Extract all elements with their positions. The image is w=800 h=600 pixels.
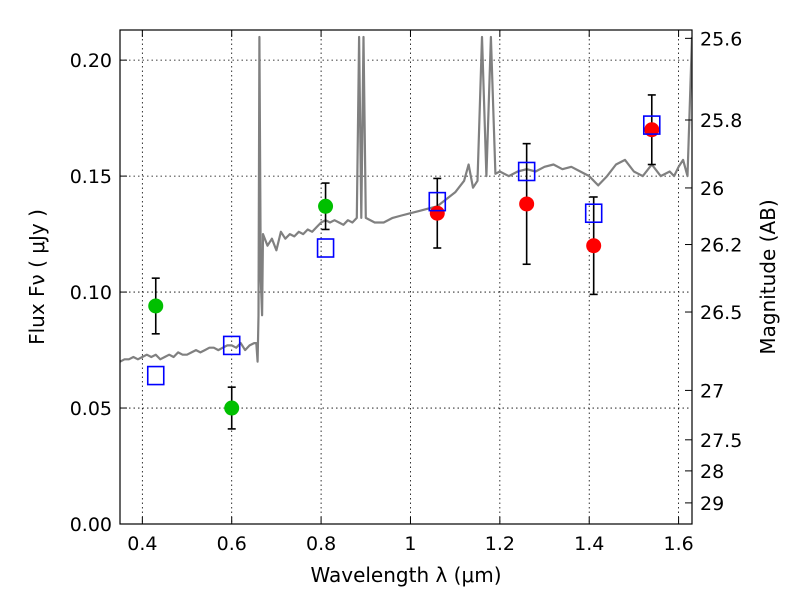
photometry-point bbox=[318, 198, 334, 214]
plot-frame bbox=[119, 29, 693, 525]
y-tick-label: 0.05 bbox=[70, 398, 112, 420]
model-flux-square bbox=[584, 203, 603, 224]
model-flux-square bbox=[222, 335, 241, 356]
y2-tick-label: 26.2 bbox=[700, 235, 742, 257]
y2-tick-label: 26.5 bbox=[700, 302, 742, 324]
x-axis-label: Wavelength λ (μm) bbox=[310, 563, 501, 587]
y2-tick-label: 27.5 bbox=[700, 430, 742, 452]
grid bbox=[120, 30, 692, 524]
model-flux-square bbox=[316, 238, 335, 258]
photometry-point bbox=[148, 298, 164, 314]
y-tick-label: 0.00 bbox=[70, 514, 112, 536]
x-tick-label: 1.6 bbox=[663, 533, 693, 555]
y2-axis-label: Magnitude (AB) bbox=[756, 199, 780, 354]
x-tick-label: 1 bbox=[404, 533, 416, 555]
y-tick-label: 0.15 bbox=[70, 166, 112, 188]
x-tick-label: 1.4 bbox=[574, 533, 604, 555]
y-tick-label: 0.10 bbox=[70, 282, 112, 304]
points-layer bbox=[146, 94, 661, 430]
photometry-point bbox=[429, 205, 445, 221]
series-layer bbox=[120, 35, 692, 363]
model-flux-square bbox=[642, 115, 661, 135]
model-flux-square bbox=[428, 191, 447, 212]
y2-tick-label: 28 bbox=[700, 461, 724, 483]
y2-tick-label: 26 bbox=[700, 178, 724, 200]
y2-tick-label: 29 bbox=[700, 493, 724, 515]
y2-tick-label: 25.6 bbox=[700, 28, 742, 50]
photometry-point bbox=[644, 122, 660, 138]
photometry-point bbox=[519, 196, 535, 212]
model-flux-square bbox=[146, 365, 165, 386]
photometry-point bbox=[224, 400, 240, 416]
plot-background bbox=[120, 30, 692, 524]
y2-tick-label: 27 bbox=[700, 380, 724, 402]
x-tick-label: 0.4 bbox=[127, 533, 157, 555]
model-flux-square bbox=[517, 161, 536, 182]
photometry-point bbox=[586, 238, 602, 254]
x-tick-label: 1.2 bbox=[485, 533, 515, 555]
x-tick-label: 0.6 bbox=[217, 533, 247, 555]
ticks: 0.4 0.6 0.8 1 1.2 1.4 1.6 0.00 0.05 0.10 0.15 0.20 2… bbox=[70, 28, 743, 555]
y2-tick-label: 25.8 bbox=[700, 110, 742, 132]
template-spectrum-line bbox=[120, 35, 692, 363]
y-axis-label: Flux Fν ( μJy ) bbox=[25, 209, 49, 345]
y-tick-label: 0.20 bbox=[70, 50, 112, 72]
x-tick-label: 0.8 bbox=[306, 533, 336, 555]
